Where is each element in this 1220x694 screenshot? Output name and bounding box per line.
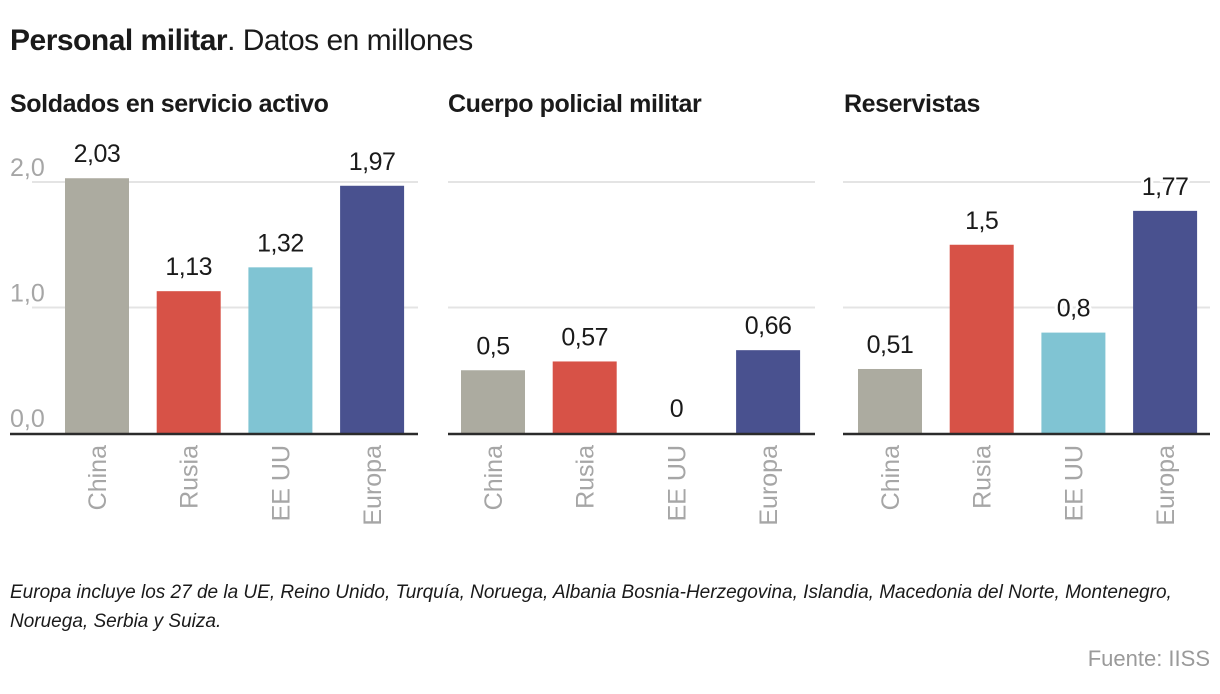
data-label: 0,51	[867, 331, 914, 359]
x-category-label: Rusia	[969, 445, 997, 509]
footnote: Europa incluye los 27 de la UE, Reino Un…	[10, 582, 1172, 632]
data-label: 0,8	[1057, 295, 1090, 323]
y-tick-label: 1,0	[10, 280, 45, 308]
data-label: 1,32	[257, 229, 304, 257]
x-category-label: Europa	[755, 445, 783, 526]
data-label: 0,5	[476, 332, 509, 360]
x-category-label: Rusia	[572, 445, 600, 509]
y-tick-label: 0,0	[10, 405, 45, 433]
chart-title-subtitle: . Datos en millones	[227, 24, 473, 57]
bar-rusia	[552, 361, 617, 433]
x-category-label: EE UU	[1060, 445, 1088, 521]
bar-europa	[340, 185, 405, 433]
bar-china	[858, 368, 922, 433]
bar-ee-uu	[1041, 332, 1106, 433]
data-label: 1,5	[965, 207, 998, 235]
data-label: 0	[670, 395, 683, 423]
bar-europa	[1133, 210, 1198, 433]
x-category-label: China	[84, 445, 112, 510]
bar-china	[65, 178, 129, 433]
x-category-label: China	[877, 445, 905, 510]
x-category-label: Europa	[359, 445, 387, 526]
bar-rusia	[949, 244, 1014, 433]
bar-europa	[736, 350, 801, 433]
source-label: Fuente: IISS	[1087, 646, 1210, 671]
x-category-label: Rusia	[176, 445, 204, 509]
data-label: 1,77	[1142, 173, 1189, 201]
bar-china	[461, 370, 525, 433]
data-label: 2,03	[74, 140, 121, 168]
x-category-label: EE UU	[267, 445, 295, 521]
data-label: 0,66	[745, 312, 792, 340]
chart-title-bold: Personal militar	[10, 24, 228, 57]
x-category-label: EE UU	[663, 445, 691, 521]
bar-ee-uu	[248, 267, 313, 433]
panel-title-reservists: Reservistas	[844, 90, 980, 118]
panel-title-active-soldiers: Soldados en servicio activo	[10, 90, 329, 118]
x-category-label: Europa	[1152, 445, 1180, 526]
chart-title: Personal militar. Datos en millones	[10, 24, 473, 58]
panel-title-military-police: Cuerpo policial militar	[448, 90, 702, 118]
x-category-label: China	[480, 445, 508, 510]
data-label: 1,13	[165, 253, 212, 281]
y-tick-label: 2,0	[10, 154, 45, 182]
data-label: 1,97	[349, 148, 396, 176]
bar-rusia	[156, 291, 221, 433]
bar-charts: 0,0 1,0 2,0 2,03 China 1,13 Rusia 1,32 EE UU 1,97…	[10, 140, 1210, 526]
data-label: 0,57	[561, 323, 608, 351]
